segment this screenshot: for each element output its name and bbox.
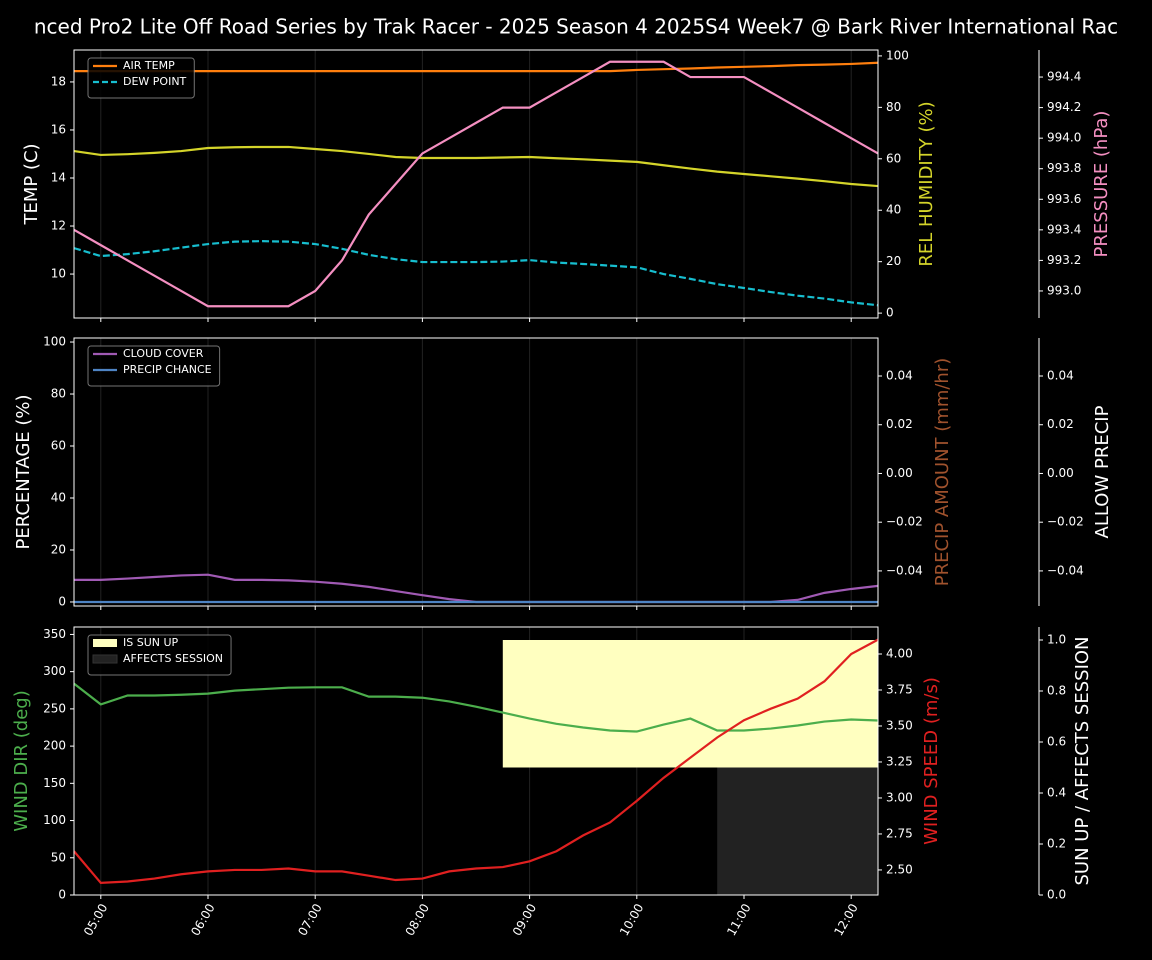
y3-tick-label: 0.2 (1047, 837, 1066, 851)
panel: 10 12 14 16 18 TEMP (C) 0 20 40 60 80 100 REL HUMIDI… (21, 48, 1112, 322)
plot-frame (73, 337, 879, 607)
y3-tick-label: 1.0 (1047, 633, 1066, 647)
y2-tick-label: 60 (886, 151, 901, 165)
y2-tick-label: 2.50 (886, 862, 913, 876)
legend-box (87, 57, 195, 99)
y2-tick-label: 0 (886, 306, 894, 320)
y3-tick-label: −0.02 (1047, 515, 1084, 529)
y-tick-label: 20 (51, 542, 66, 556)
y3-tick-label: 0.04 (1047, 369, 1074, 383)
y3-axis-label: SUN UP / AFFECTS SESSION (1072, 636, 1093, 885)
y2-tick-label: −0.02 (886, 515, 923, 529)
area (502, 640, 878, 768)
series-line (73, 682, 879, 733)
legend-label: AIR TEMP (123, 59, 175, 72)
y-tick-label: 250 (43, 701, 66, 715)
panel: 05:00 06:00 07:00 08:00 09:00 10:00 11:00 12:00… (11, 626, 1093, 938)
y3-tick-label: 993.0 (1047, 283, 1081, 297)
y-axis-label: TEMP (C) (21, 143, 42, 225)
y3-tick-label: −0.04 (1047, 563, 1084, 577)
y2-axis-label: REL HUMIDITY (%) (916, 101, 937, 266)
series-line (74, 61, 879, 73)
y3-tick-label: 0.6 (1047, 735, 1066, 749)
y-tick-label: 60 (51, 439, 66, 453)
y2-tick-label: 3.75 (886, 682, 913, 696)
y3-tick-label: 994.0 (1047, 131, 1081, 145)
y2-axis-label: WIND SPEED (m/s) (921, 677, 942, 845)
legend-label: AFFECTS SESSION (123, 652, 223, 665)
y2-tick-label: 0.00 (886, 466, 913, 480)
y-tick-label: 100 (43, 335, 66, 349)
y-axis-label: PERCENTAGE (%) (13, 394, 34, 549)
y2-tick-label: 20 (886, 254, 901, 268)
series-line (73, 240, 879, 307)
legend-swatch (93, 639, 117, 647)
legend: IS SUN UP AFFECTS SESSION (87, 634, 232, 676)
y3-tick-label: 0.0 (1047, 888, 1066, 902)
y2-tick-label: 40 (886, 203, 901, 217)
y-tick-label: 80 (51, 387, 66, 401)
y-tick-label: 100 (43, 813, 66, 827)
legend-box (87, 634, 232, 676)
y2-tick-label: 3.00 (886, 790, 913, 804)
series-line (73, 145, 879, 188)
plot-frame (73, 49, 879, 319)
series-line (73, 60, 879, 308)
y-tick-label: 12 (51, 219, 66, 233)
y2-tick-label: 0.04 (886, 369, 913, 383)
y-tick-label: 350 (43, 627, 66, 641)
legend-box (87, 345, 221, 387)
y-tick-label: 18 (51, 74, 66, 88)
y2-tick-label: 80 (886, 100, 901, 114)
legend-label: DEW POINT (123, 75, 187, 88)
y2-axis-label: PRECIP AMOUNT (mm/hr) (932, 358, 953, 587)
series-line (73, 638, 879, 885)
plot-frame (73, 626, 879, 896)
y-tick-label: 16 (51, 122, 66, 136)
y-tick-label: 150 (43, 776, 66, 790)
y2-tick-label: 3.25 (886, 754, 913, 768)
y2-tick-label: 3.50 (886, 718, 913, 732)
y3-tick-label: 994.4 (1047, 70, 1081, 84)
y3-tick-label: 994.2 (1047, 100, 1081, 114)
y3-tick-label: 993.2 (1047, 253, 1081, 267)
y-tick-label: 40 (51, 490, 66, 504)
chart-title: nced Pro2 Lite Off Road Series by Trak R… (34, 15, 1118, 39)
legend-label: IS SUN UP (123, 636, 179, 649)
legend: CLOUD COVER PRECIP CHANCE (87, 345, 221, 387)
y2-tick-label: 2.75 (886, 826, 913, 840)
y-tick-label: 0 (58, 888, 66, 902)
y-axis-label: WIND DIR (deg) (11, 690, 32, 832)
legend-label: PRECIP CHANCE (123, 363, 212, 376)
y3-axis-label: PRESSURE (hPa) (1091, 111, 1112, 258)
y-tick-label: 50 (51, 850, 66, 864)
y-tick-label: 0 (58, 594, 66, 608)
area (717, 767, 878, 895)
legend: AIR TEMP DEW POINT (87, 57, 195, 99)
y3-axis-label: ALLOW PRECIP (1092, 405, 1113, 538)
y3-tick-label: 993.6 (1047, 192, 1081, 206)
y-tick-label: 10 (51, 267, 66, 281)
y3-tick-label: 0.8 (1047, 684, 1066, 698)
y2-tick-label: −0.04 (886, 563, 923, 577)
y2-tick-label: 4.00 (886, 646, 913, 660)
y-tick-label: 200 (43, 739, 66, 753)
panel: 0 20 40 60 80 100 PERCENTAGE (%) −0.04 −0.02 0.00… (13, 335, 1113, 610)
y2-tick-label: 0.02 (886, 417, 913, 431)
legend-label: CLOUD COVER (123, 347, 204, 360)
y3-tick-label: 0.00 (1047, 466, 1074, 480)
y3-tick-label: 993.8 (1047, 161, 1081, 175)
y3-tick-label: 0.02 (1047, 417, 1074, 431)
legend-swatch (92, 654, 118, 664)
y3-tick-label: 0.4 (1047, 786, 1066, 800)
y2-tick-label: 100 (886, 48, 909, 62)
y-tick-label: 14 (51, 170, 66, 184)
y3-tick-label: 993.4 (1047, 222, 1081, 236)
y-tick-label: 300 (43, 664, 66, 678)
